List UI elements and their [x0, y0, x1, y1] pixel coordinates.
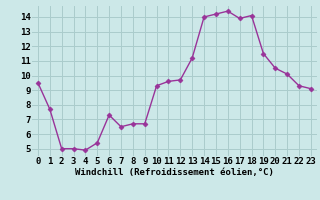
- X-axis label: Windchill (Refroidissement éolien,°C): Windchill (Refroidissement éolien,°C): [75, 168, 274, 177]
